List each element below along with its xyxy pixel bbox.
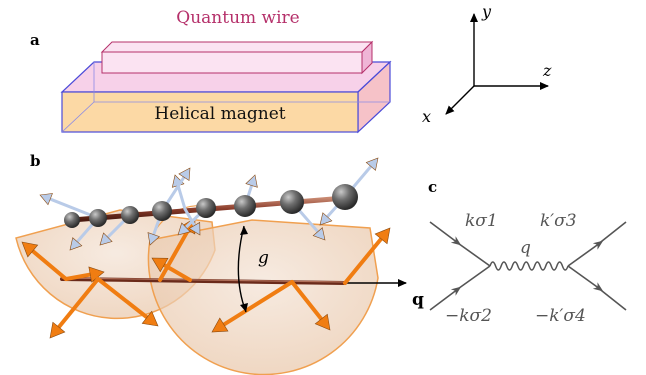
label-minus-kprime-sigma4: −k′σ4	[535, 306, 586, 326]
spin-site-2	[89, 209, 107, 227]
axis-label-y: y	[481, 2, 492, 21]
spin-site-4	[152, 201, 172, 221]
coupling-arrow: g	[237, 225, 269, 313]
magnet-arrow-6	[151, 257, 192, 282]
axis-label-x: x	[422, 107, 431, 126]
spin-site-6	[234, 195, 256, 217]
panel-label-a: a	[30, 31, 40, 49]
label-minus-k-sigma2: −kσ2	[445, 306, 492, 326]
wavevector-label: q	[412, 290, 424, 310]
label-k-sigma1: kσ1	[465, 211, 498, 231]
quantum-wire-bar	[100, 40, 374, 75]
spin-site-3	[121, 206, 139, 224]
spin-site-5	[196, 198, 216, 218]
helical-magnet-label: Helical magnet	[154, 104, 285, 124]
label-kprime-sigma3: k′σ3	[540, 211, 577, 231]
magnet-arrow-1	[21, 241, 68, 281]
magnet-chain	[60, 277, 407, 287]
spin-chain-sites	[64, 184, 358, 228]
magnet-arrow-7	[211, 280, 294, 333]
spin-site-7	[280, 190, 304, 214]
label-propagator-q: q	[520, 238, 531, 258]
feynman-diagram: kσ1 k′σ3 q −kσ2 −k′σ4	[429, 211, 627, 326]
spin-site-1	[64, 212, 80, 228]
coordinate-axes: y z x	[422, 2, 552, 126]
axis-label-z: z	[542, 61, 552, 80]
quantum-wire-label: Quantum wire	[176, 8, 299, 28]
panel-label-b: b	[30, 152, 41, 170]
coupling-label: g	[258, 248, 269, 268]
magnet-arrow-3	[49, 277, 100, 339]
panel-label-c: c	[428, 178, 437, 196]
magnet-arrow-8	[290, 280, 331, 331]
magnet-spin-arrows	[21, 217, 391, 339]
magnet-arrow-4	[96, 277, 159, 327]
spin-site-8	[332, 184, 358, 210]
photon-propagator	[489, 261, 569, 271]
spin-arrow-6	[183, 207, 201, 236]
magnet-arrow-9	[343, 227, 391, 285]
